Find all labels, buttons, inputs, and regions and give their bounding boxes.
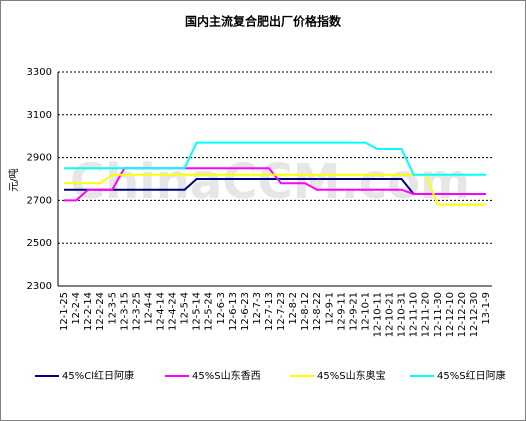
x-tick-label: 12-7-23 <box>276 292 287 331</box>
x-tick-label: 12-10-11 <box>372 292 383 337</box>
x-tick-label: 12-5-4 <box>180 292 191 325</box>
x-tick-label: 12-6-13 <box>228 292 239 331</box>
x-tick-label: 12-7-13 <box>264 292 275 331</box>
x-tick-label: 12-9-1 <box>324 292 335 325</box>
x-tick-label: 12-9-21 <box>348 292 359 331</box>
x-tick-label: 12-9-11 <box>336 292 347 331</box>
x-tick-label: 12-4-4 <box>143 292 154 325</box>
x-tick-label: 12-3-15 <box>119 292 130 331</box>
y-tick-label: 3300 <box>27 67 52 78</box>
x-tick-label: 12-10-21 <box>385 292 396 337</box>
x-tick-label: 12-4-14 <box>155 292 166 331</box>
x-tick-label: 12-2-4 <box>71 292 82 325</box>
y-tick-label: 3100 <box>27 110 52 121</box>
x-tick-label: 12-6-23 <box>240 292 251 331</box>
legend-label: 45%S红日阿康 <box>437 369 506 382</box>
x-tick-label: 12-4-24 <box>168 292 179 331</box>
x-tick-label: 12-12-30 <box>469 292 480 337</box>
y-tick-label: 2500 <box>27 238 52 249</box>
y-tick-label: 2700 <box>27 195 52 206</box>
x-tick-label: 12-8-12 <box>300 292 311 331</box>
x-tick-label: 12-3-25 <box>131 292 142 331</box>
x-tick-label: 12-12-10 <box>445 292 456 337</box>
y-axis-label: 元/吨 <box>7 168 20 191</box>
x-tick-label: 12-8-2 <box>288 292 299 325</box>
x-tick-label: 12-3-5 <box>107 292 118 325</box>
x-tick-label: 12-5-14 <box>192 292 203 331</box>
x-tick-label: 12-2-24 <box>95 292 106 331</box>
x-tick-label: 12-10-31 <box>397 292 408 337</box>
x-tick-label: 12-2-14 <box>83 292 94 331</box>
y-tick-label: 2300 <box>27 281 52 292</box>
x-tick-label: 12-11-20 <box>421 292 432 337</box>
legend-label: 45%S山东奥宝 <box>317 369 386 382</box>
chart-title: 国内主流复合肥出厂价格指数 <box>185 14 342 29</box>
x-tick-label: 12-8-22 <box>312 292 323 331</box>
series-line <box>64 141 486 176</box>
x-tick-label: 12-12-20 <box>457 292 468 337</box>
x-tick-label: 12-10-1 <box>360 292 371 331</box>
y-tick-label: 2900 <box>27 153 52 164</box>
x-tick-label: 12-1-25 <box>59 292 70 331</box>
x-tick-label: 12-6-3 <box>216 292 227 325</box>
x-tick-label: 12-7-3 <box>252 292 263 325</box>
watermark: ChinaCCM.com <box>70 154 470 210</box>
x-tick-label: 12-11-30 <box>433 292 444 337</box>
x-tick-label: 12-5-24 <box>204 292 215 331</box>
x-tick-label: 13-1-9 <box>481 292 492 325</box>
x-tick-label: 12-11-10 <box>409 292 420 337</box>
legend-label: 45%Cl红日阿康 <box>62 369 134 382</box>
legend-label: 45%S山东香西 <box>192 369 261 382</box>
